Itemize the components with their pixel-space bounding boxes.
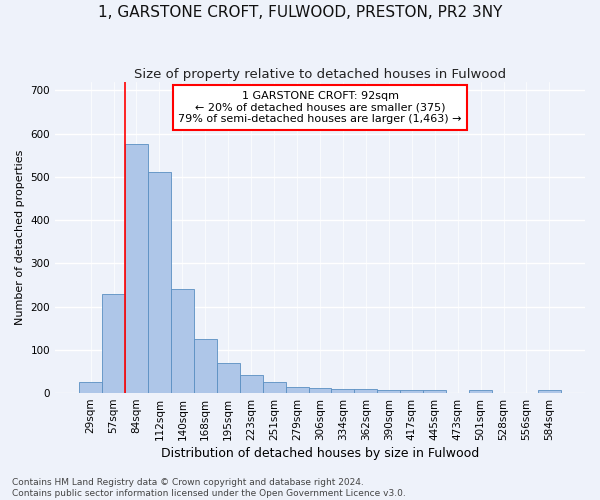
Bar — [308, 388, 331, 393]
Bar — [171, 290, 194, 393]
Bar — [538, 390, 561, 393]
Bar — [102, 294, 125, 393]
Y-axis label: Number of detached properties: Number of detached properties — [15, 150, 25, 325]
Bar — [240, 375, 263, 393]
Bar — [377, 390, 400, 393]
Bar — [355, 388, 377, 393]
Text: Contains HM Land Registry data © Crown copyright and database right 2024.
Contai: Contains HM Land Registry data © Crown c… — [12, 478, 406, 498]
Bar — [79, 382, 102, 393]
Bar — [286, 386, 308, 393]
Title: Size of property relative to detached houses in Fulwood: Size of property relative to detached ho… — [134, 68, 506, 80]
Bar — [423, 390, 446, 393]
Bar — [148, 172, 171, 393]
Bar — [217, 363, 240, 393]
Bar — [469, 390, 492, 393]
Bar — [125, 144, 148, 393]
Text: 1, GARSTONE CROFT, FULWOOD, PRESTON, PR2 3NY: 1, GARSTONE CROFT, FULWOOD, PRESTON, PR2… — [98, 5, 502, 20]
Bar — [400, 390, 423, 393]
Bar — [263, 382, 286, 393]
Bar — [331, 388, 355, 393]
Bar — [194, 339, 217, 393]
X-axis label: Distribution of detached houses by size in Fulwood: Distribution of detached houses by size … — [161, 447, 479, 460]
Text: 1 GARSTONE CROFT: 92sqm
← 20% of detached houses are smaller (375)
79% of semi-d: 1 GARSTONE CROFT: 92sqm ← 20% of detache… — [178, 91, 462, 124]
